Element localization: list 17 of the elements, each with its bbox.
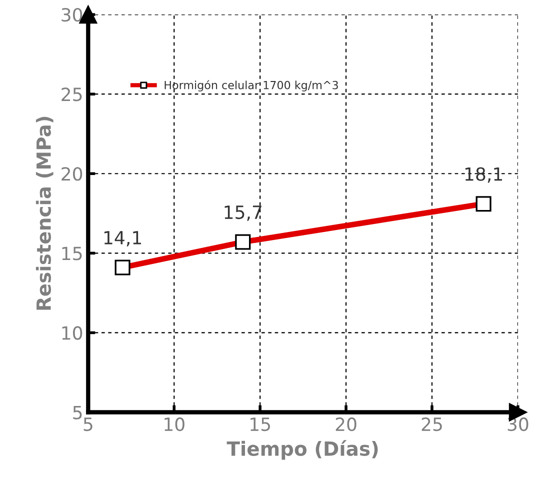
y-tick-label: 5 [73,406,82,420]
y-tick-label: 20 [62,167,82,181]
x-tick-label: 10 [164,417,184,432]
y-tick-label: 10 [62,326,82,340]
data-label: 15,7 [224,206,262,221]
x-tick-label: 15 [250,418,270,432]
data-label: 14,1 [104,231,141,246]
x-tick-label: 20 [336,417,356,432]
x-tick-label: 25 [422,417,442,432]
y-tick-label: 30 [62,8,82,22]
x-axis-title: Tiempo (Días) [226,440,378,460]
y-axis-title: Resistencia (MPa) [36,116,54,310]
legend-label: Hormigón celular 1700 kg/m^3 [164,80,338,92]
x-tick-label: 5 [84,418,92,432]
y-tick-label: 25 [62,88,82,102]
y-tick-label: 15 [62,246,82,260]
data-label: 18,1 [465,167,502,183]
